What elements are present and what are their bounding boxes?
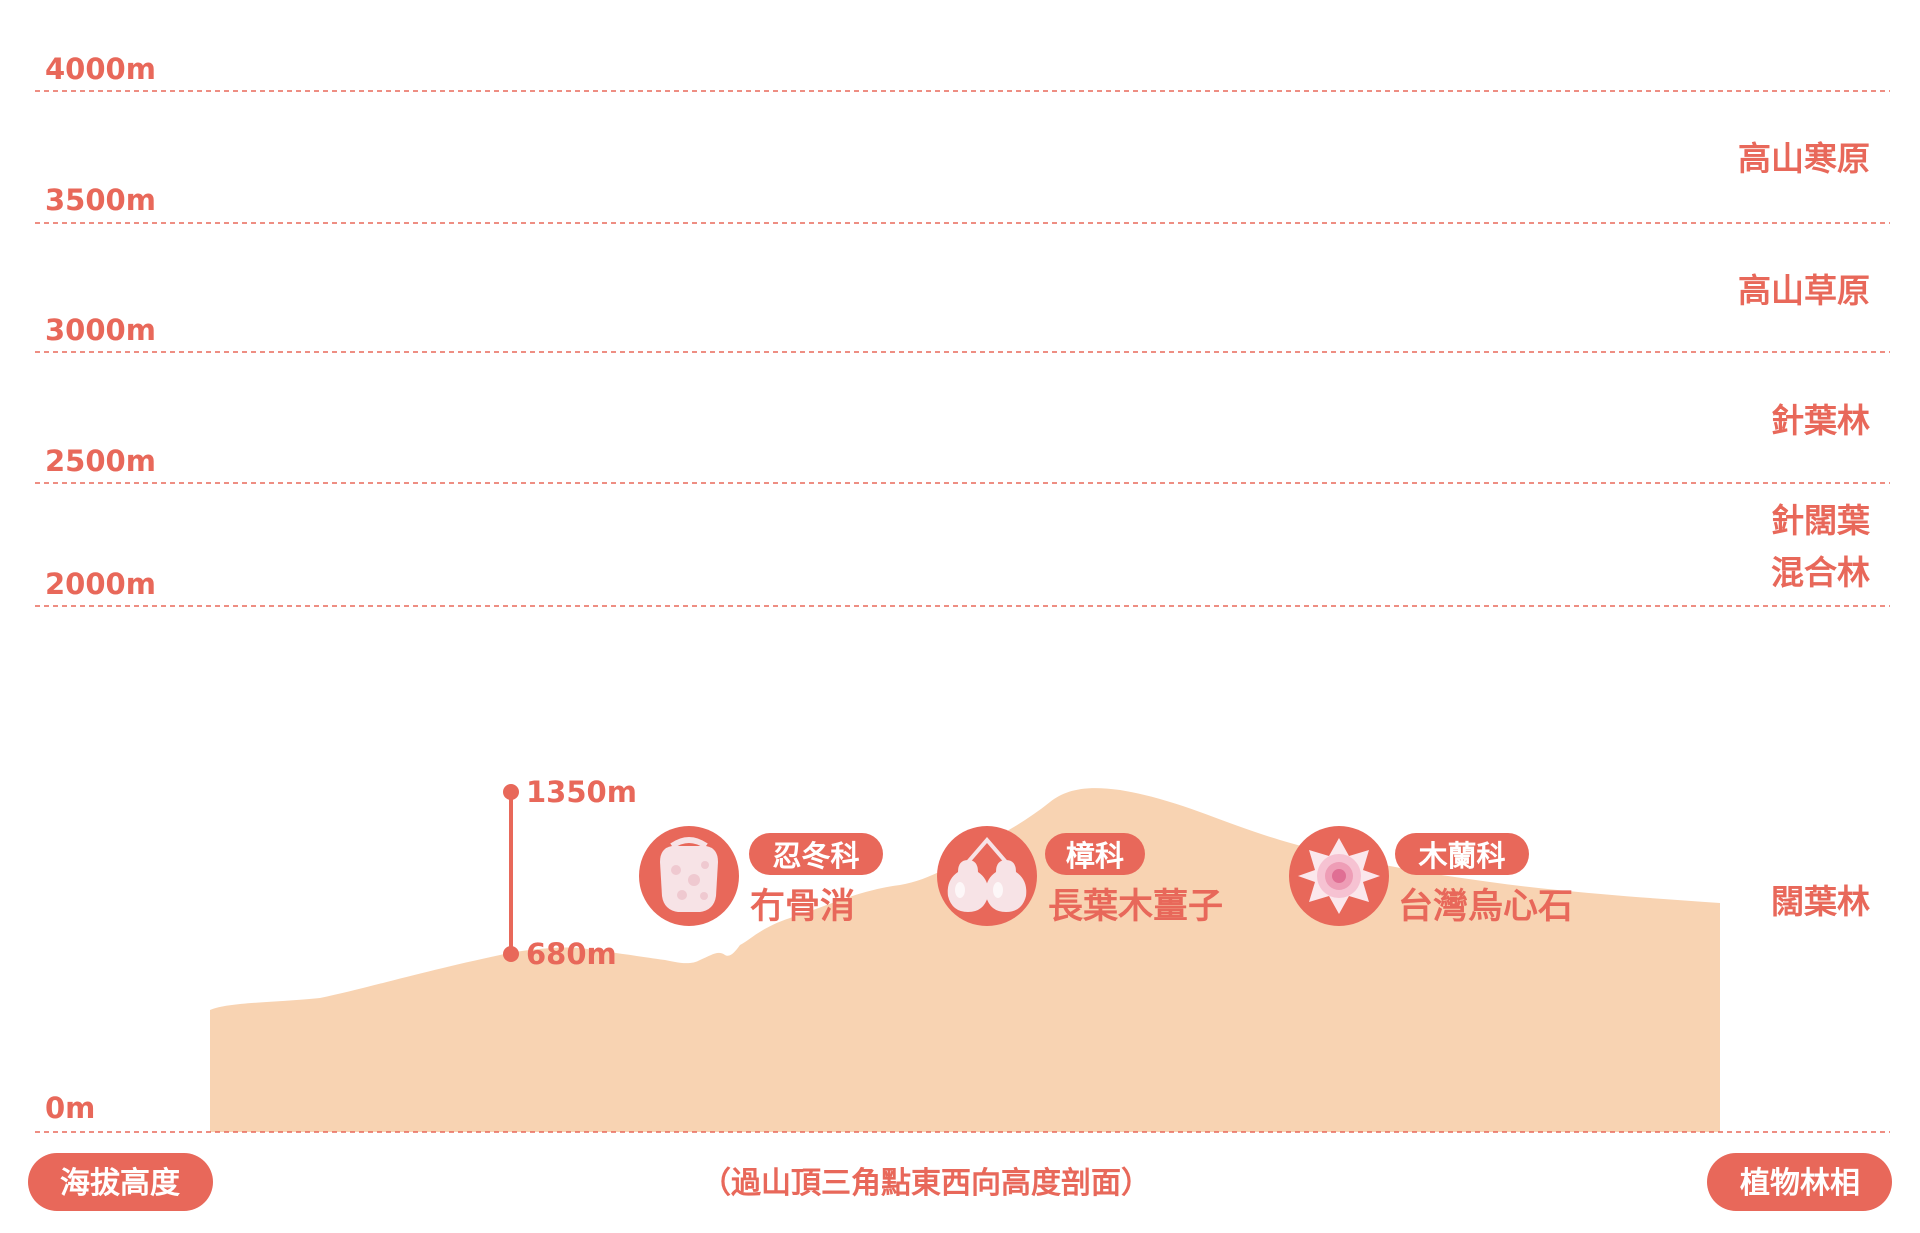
elevation-range-marker: 1350m 680m <box>503 775 637 971</box>
plant-family-2: 樟科 <box>1066 839 1124 873</box>
zone-label-alpine-grassland: 高山草原 <box>1738 271 1870 310</box>
plant-family-pill-2 <box>1045 833 1145 875</box>
elevation-label-0m: 0m <box>45 1091 95 1125</box>
elevation-gridlines <box>35 90 1890 1133</box>
range-marker-bottom-label: 680m <box>526 937 617 971</box>
elevation-pill-label: 海拔高度 <box>60 1166 180 1201</box>
zone-label-mixed-forest-line2: 混合林 <box>1771 553 1870 592</box>
zone-label-alpine-tundra: 高山寒原 <box>1738 139 1870 178</box>
range-marker-top-label: 1350m <box>526 775 637 809</box>
berry-icon <box>660 837 718 912</box>
plant-family-3: 木蘭科 <box>1417 839 1505 873</box>
zone-label-mixed-forest-line1: 針闊葉 <box>1771 501 1871 540</box>
range-marker-top-dot <box>503 784 519 800</box>
profile-caption: （過山頂三角點東西向高度剖面） <box>701 1166 1151 1201</box>
plant-family-pill-3 <box>1395 833 1529 875</box>
flower-icon <box>1298 838 1380 914</box>
zone-label-broadleaf-forest: 闊葉林 <box>1771 882 1870 921</box>
elevation-label-4000m: 4000m <box>45 52 156 86</box>
range-marker-bottom-dot <box>503 946 519 962</box>
elevation-label-2500m: 2500m <box>45 444 156 478</box>
plant-card-1: 忍冬科 冇骨消 <box>639 826 883 927</box>
elevation-pill <box>28 1153 213 1211</box>
plant-card-2: 樟科 長葉木薑子 <box>937 826 1223 927</box>
fruit-pair-icon <box>947 836 1027 912</box>
plant-family-1: 忍冬科 <box>772 839 859 873</box>
vegetation-pill-label: 植物林相 <box>1740 1166 1860 1201</box>
plant-species-2: 長葉木薑子 <box>1048 887 1223 927</box>
vegetation-pill <box>1707 1153 1892 1211</box>
elevation-label-3000m: 3000m <box>45 313 156 347</box>
zone-label-coniferous-forest: 針葉林 <box>1771 401 1870 440</box>
plant-species-1: 冇骨消 <box>750 887 855 927</box>
elevation-label-2000m: 2000m <box>45 567 156 601</box>
plant-species-3: 台灣烏心石 <box>1398 887 1573 927</box>
elevation-label-3500m: 3500m <box>45 183 156 217</box>
plant-card-3: 木蘭科 台灣烏心石 <box>1289 826 1573 927</box>
plant-family-pill-1 <box>749 833 883 875</box>
